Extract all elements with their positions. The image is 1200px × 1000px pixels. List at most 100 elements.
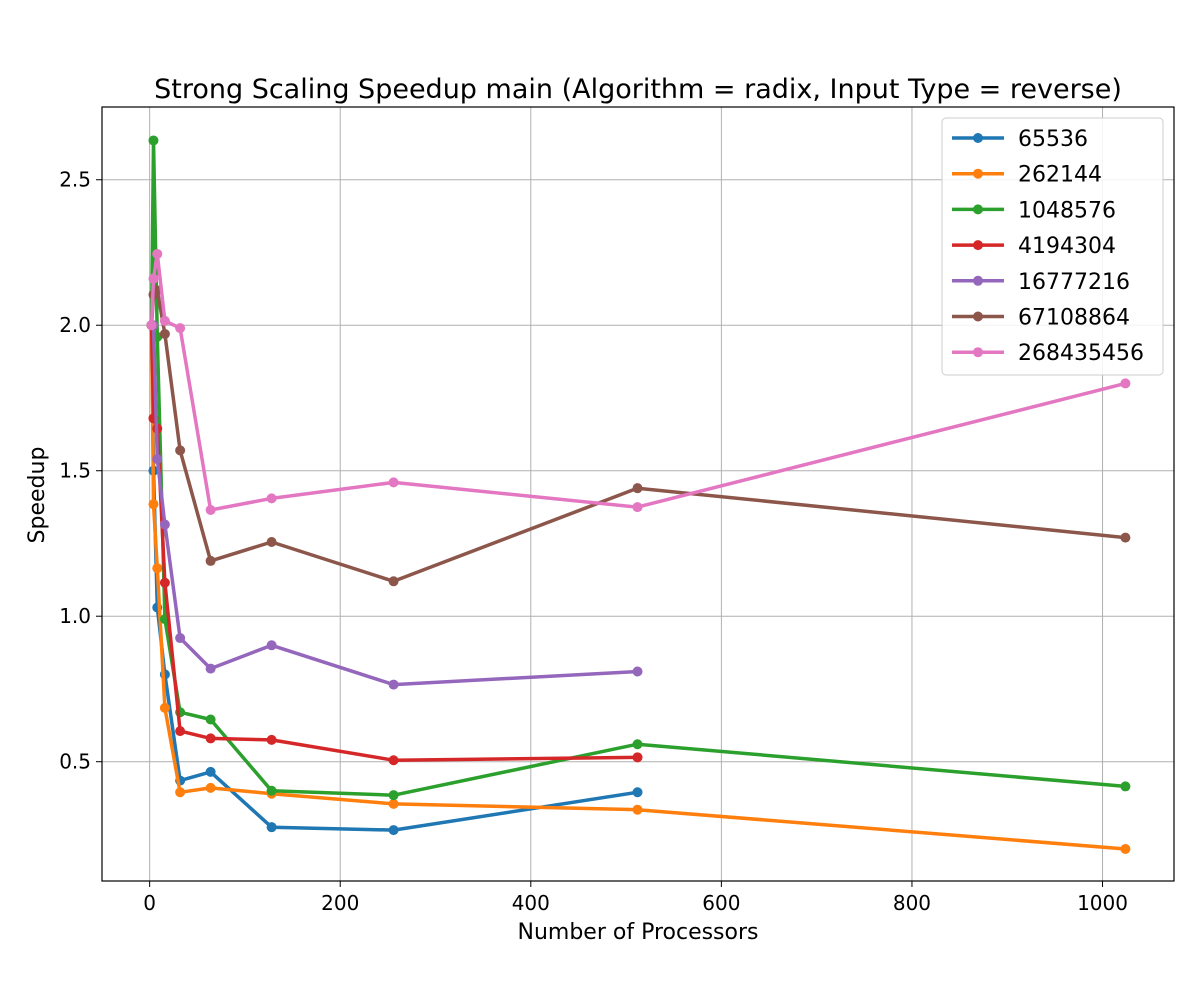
y-tick-label: 0.5 [59, 750, 91, 774]
y-tick-label: 2.0 [59, 313, 91, 337]
data-point [388, 755, 399, 766]
data-point [388, 790, 399, 801]
legend-marker [973, 240, 983, 251]
legend-label: 262144 [1018, 163, 1102, 188]
series-4194304 [146, 320, 643, 766]
data-point [205, 663, 216, 674]
legend-marker [973, 347, 983, 358]
series-1048576 [146, 135, 1131, 801]
data-point [159, 519, 170, 530]
data-point [175, 787, 186, 798]
legend-label: 16777216 [1018, 270, 1130, 295]
y-axis-ticks: 0.5 1.0 1.5 2.0 2.5 [59, 168, 102, 774]
series-268435456 [146, 248, 1131, 516]
data-point [388, 679, 399, 690]
series-layer [146, 135, 1131, 854]
data-point [266, 640, 277, 651]
plot-frame [101, 106, 1175, 882]
data-point [266, 734, 277, 745]
legend-item: 1048576 [952, 198, 1116, 223]
data-point [175, 726, 186, 737]
data-point [146, 320, 157, 331]
data-point [205, 782, 216, 793]
data-point [632, 752, 643, 763]
data-point [205, 766, 216, 777]
data-point [148, 499, 159, 510]
series-line [149, 323, 640, 687]
data-point [1120, 532, 1131, 543]
data-point [266, 493, 277, 504]
data-point [1120, 781, 1131, 792]
data-point [205, 505, 216, 516]
series-line [149, 323, 640, 762]
y-tick-label: 2.5 [59, 168, 91, 192]
data-point [205, 714, 216, 725]
data-point [159, 328, 170, 339]
y-tick-label: 1.5 [59, 459, 91, 483]
data-point [266, 785, 277, 796]
chart-title: Strong Scaling Speedup main (Algorithm =… [154, 74, 1122, 105]
data-point [175, 323, 186, 334]
data-point [152, 454, 163, 465]
data-point [159, 577, 170, 588]
x-tick-label: 600 [702, 891, 740, 915]
data-point [159, 702, 170, 713]
legend-box [941, 117, 1164, 376]
legend-marker [973, 275, 983, 286]
data-point [388, 576, 399, 587]
x-axis-ticks: 0 200 400 600 800 1000 [143, 881, 1128, 915]
legend-item: 4194304 [952, 234, 1116, 259]
legend-item: 16777216 [952, 270, 1130, 295]
legend-label: 268435456 [1018, 341, 1144, 366]
x-tick-label: 0 [143, 891, 156, 915]
data-point [205, 555, 216, 566]
x-tick-label: 800 [893, 891, 931, 915]
data-point [632, 483, 643, 494]
legend-marker [973, 204, 983, 215]
series-line [149, 323, 1128, 851]
legend-label: 67108864 [1018, 306, 1130, 331]
data-point [632, 804, 643, 815]
data-point [632, 502, 643, 513]
series-line [149, 252, 1128, 512]
data-point [159, 315, 170, 326]
data-point [148, 135, 159, 146]
legend-item: 262144 [952, 163, 1102, 188]
legend: 65536 262144 1048576 4194304 16777216 6710886… [941, 117, 1164, 376]
data-point [632, 787, 643, 798]
x-tick-label: 1000 [1077, 891, 1128, 915]
y-tick-label: 1.0 [59, 604, 91, 628]
legend-label: 1048576 [1018, 198, 1116, 223]
data-point [388, 798, 399, 809]
data-point [266, 822, 277, 833]
legend-item: 67108864 [952, 306, 1130, 331]
data-point [632, 666, 643, 677]
data-point [1120, 378, 1131, 389]
data-point [266, 537, 277, 548]
x-tick-label: 400 [512, 891, 550, 915]
data-point [175, 633, 186, 644]
data-point [632, 739, 643, 750]
data-point [388, 477, 399, 488]
legend-label: 4194304 [1018, 234, 1116, 259]
series-16777216 [146, 320, 643, 690]
legend-marker [973, 168, 983, 179]
x-axis-label: Number of Processors [518, 920, 759, 945]
data-point [1120, 843, 1131, 854]
data-point [175, 445, 186, 456]
data-point [205, 733, 216, 744]
data-point [148, 273, 159, 284]
data-point [388, 825, 399, 836]
legend-marker [973, 133, 983, 143]
x-tick-label: 200 [321, 891, 359, 915]
legend-label: 65536 [1018, 127, 1088, 152]
legend-marker [973, 311, 983, 322]
series-line [149, 138, 1128, 797]
y-axis-label: Speedup [25, 447, 50, 544]
legend-item: 268435456 [952, 341, 1144, 366]
data-point [152, 563, 163, 574]
legend-items: 65536 262144 1048576 4194304 16777216 6710886… [952, 127, 1144, 366]
legend-item: 65536 [952, 127, 1088, 152]
